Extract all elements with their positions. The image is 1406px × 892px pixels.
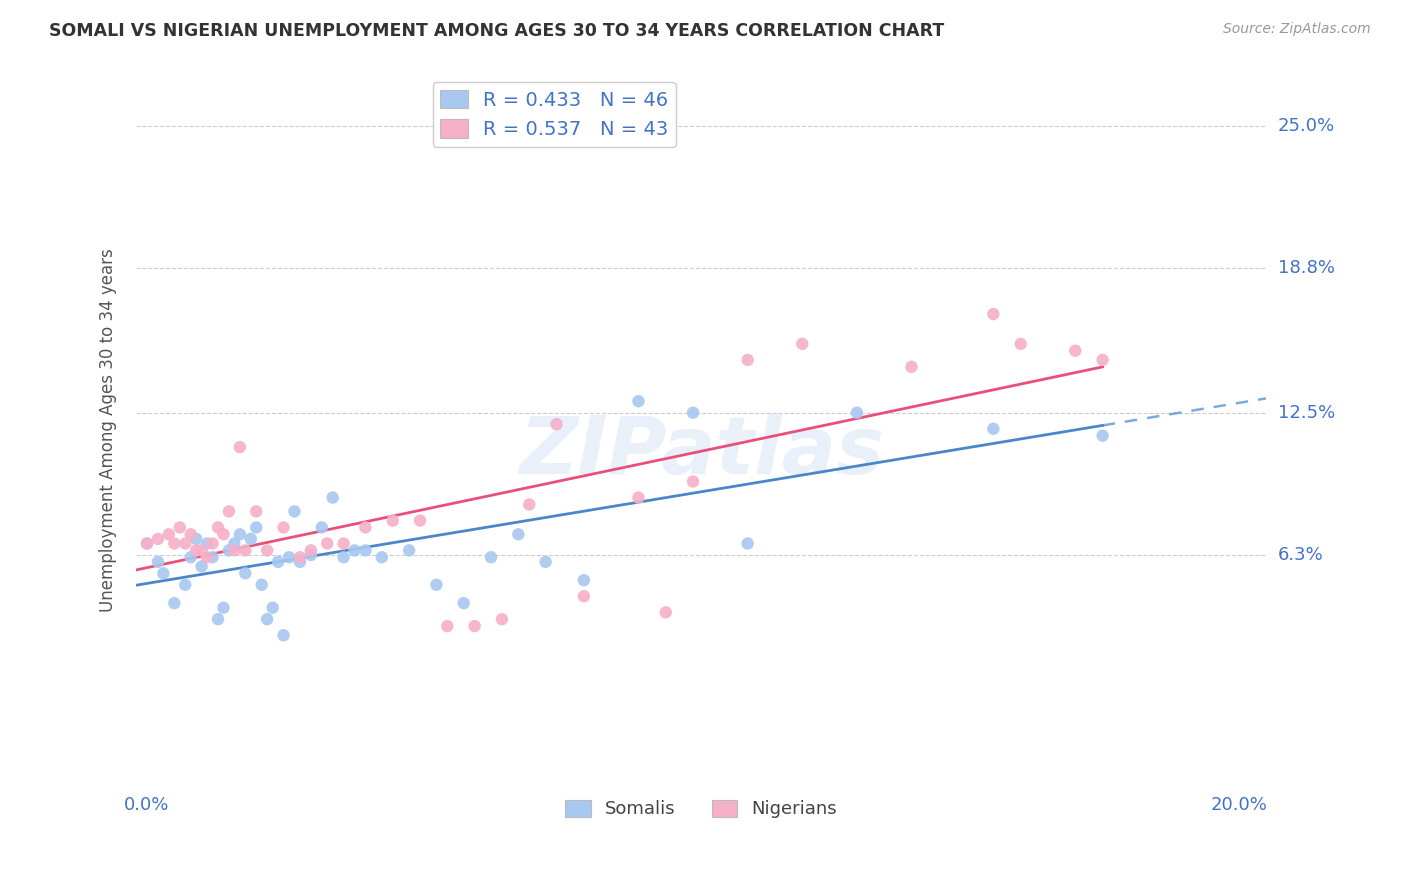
Point — [174, 578, 197, 592]
Point — [655, 605, 678, 619]
Point — [627, 491, 650, 505]
Point — [900, 359, 922, 374]
Point — [737, 536, 759, 550]
Point — [322, 491, 344, 505]
Point — [256, 612, 278, 626]
Point — [224, 543, 246, 558]
Point — [218, 543, 240, 558]
Point — [1091, 428, 1114, 442]
Point — [288, 555, 311, 569]
Point — [174, 536, 197, 550]
Point — [332, 550, 354, 565]
Point — [239, 532, 262, 546]
Point — [316, 536, 339, 550]
Point — [1091, 353, 1114, 368]
Point — [425, 578, 447, 592]
Point — [983, 422, 1005, 436]
Point — [278, 550, 301, 565]
Point — [146, 555, 169, 569]
Point — [464, 619, 486, 633]
Point — [332, 536, 354, 550]
Point — [180, 527, 202, 541]
Point — [146, 532, 169, 546]
Point — [409, 514, 432, 528]
Point — [224, 536, 246, 550]
Point — [163, 536, 186, 550]
Point — [229, 440, 252, 454]
Point — [381, 514, 404, 528]
Point — [190, 559, 212, 574]
Text: 6.3%: 6.3% — [1278, 546, 1323, 564]
Point — [233, 566, 256, 581]
Point — [262, 600, 284, 615]
Legend: Somalis, Nigerians: Somalis, Nigerians — [558, 792, 845, 826]
Point — [195, 550, 218, 565]
Point — [288, 550, 311, 565]
Text: SOMALI VS NIGERIAN UNEMPLOYMENT AMONG AGES 30 TO 34 YEARS CORRELATION CHART: SOMALI VS NIGERIAN UNEMPLOYMENT AMONG AG… — [49, 22, 945, 40]
Point — [157, 527, 180, 541]
Point — [534, 555, 557, 569]
Point — [273, 520, 295, 534]
Point — [212, 600, 235, 615]
Point — [572, 589, 595, 603]
Point — [627, 394, 650, 409]
Point — [136, 536, 159, 550]
Point — [299, 543, 322, 558]
Point — [737, 353, 759, 368]
Text: 18.8%: 18.8% — [1278, 260, 1334, 277]
Point — [983, 307, 1005, 321]
Point — [436, 619, 458, 633]
Point — [792, 336, 814, 351]
Point — [169, 520, 191, 534]
Point — [517, 498, 540, 512]
Point — [508, 527, 530, 541]
Point — [163, 596, 186, 610]
Point — [491, 612, 513, 626]
Point — [233, 543, 256, 558]
Text: ZIPatlas: ZIPatlas — [519, 413, 884, 491]
Point — [186, 532, 208, 546]
Point — [218, 504, 240, 518]
Point — [572, 573, 595, 587]
Point — [682, 475, 704, 489]
Point — [354, 543, 377, 558]
Point — [180, 550, 202, 565]
Point — [546, 417, 568, 432]
Point — [250, 578, 273, 592]
Point — [186, 543, 208, 558]
Point — [1010, 336, 1032, 351]
Point — [212, 527, 235, 541]
Text: Source: ZipAtlas.com: Source: ZipAtlas.com — [1223, 22, 1371, 37]
Point — [201, 536, 224, 550]
Text: 25.0%: 25.0% — [1278, 117, 1334, 135]
Point — [354, 520, 377, 534]
Point — [201, 550, 224, 565]
Y-axis label: Unemployment Among Ages 30 to 34 years: Unemployment Among Ages 30 to 34 years — [100, 248, 117, 612]
Point — [371, 550, 394, 565]
Point — [152, 566, 174, 581]
Point — [190, 543, 212, 558]
Point — [245, 520, 267, 534]
Text: 12.5%: 12.5% — [1278, 404, 1334, 422]
Point — [845, 406, 868, 420]
Point — [273, 628, 295, 642]
Point — [398, 543, 420, 558]
Point — [245, 504, 267, 518]
Point — [267, 555, 290, 569]
Point — [256, 543, 278, 558]
Point — [195, 536, 218, 550]
Point — [229, 527, 252, 541]
Point — [136, 536, 159, 550]
Point — [207, 612, 229, 626]
Point — [283, 504, 305, 518]
Point — [453, 596, 475, 610]
Point — [207, 520, 229, 534]
Point — [343, 543, 366, 558]
Point — [311, 520, 333, 534]
Point — [1064, 343, 1087, 358]
Point — [682, 406, 704, 420]
Point — [299, 548, 322, 562]
Point — [479, 550, 502, 565]
